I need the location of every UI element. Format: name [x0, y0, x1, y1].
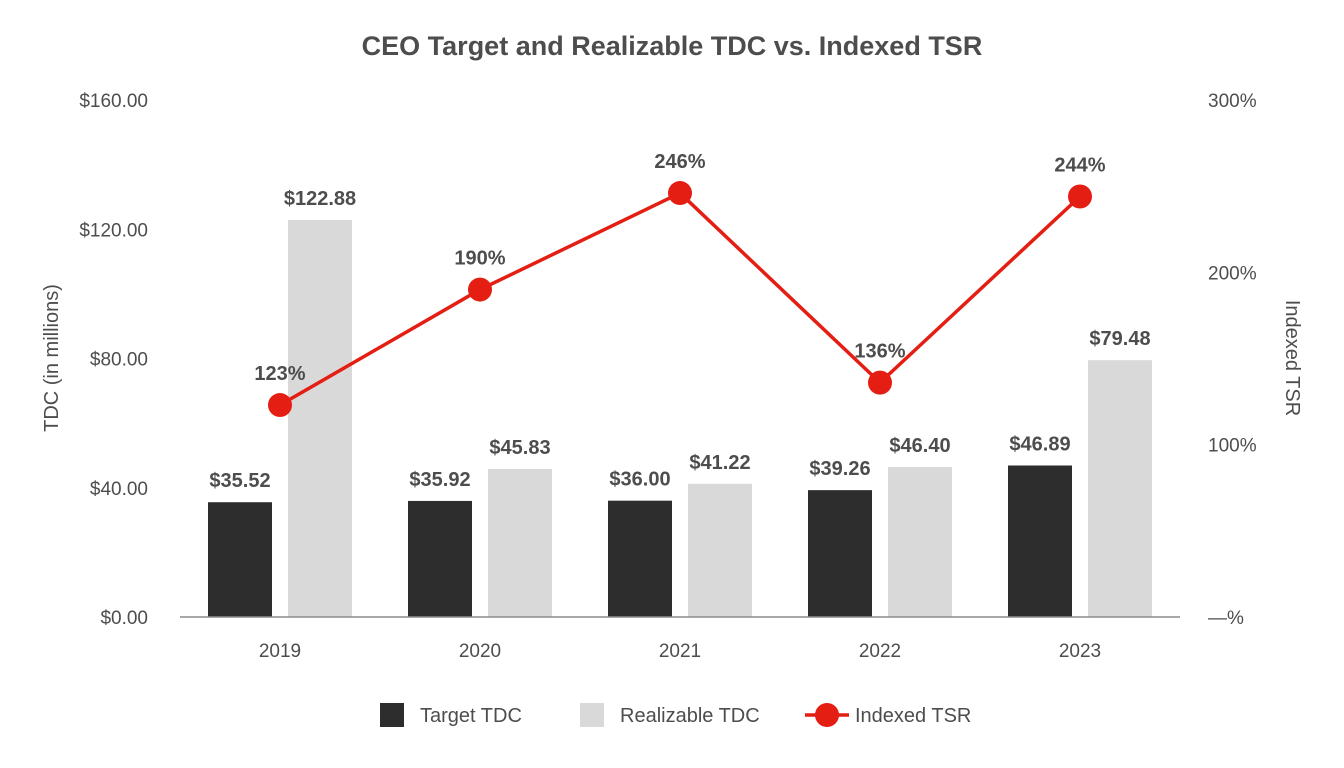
- y-tick-label-right: 300%: [1208, 91, 1257, 112]
- indexed-tsr-data-label: 190%: [454, 248, 505, 270]
- realizable-tdc-data-label: $79.48: [1089, 328, 1150, 350]
- indexed-tsr-data-label: 136%: [854, 341, 905, 363]
- indexed-tsr-line: 123% 190% 246% 136% 244%: [254, 151, 1106, 418]
- y-tick-label-right: —%: [1208, 608, 1244, 629]
- target-tdc-data-label: $35.92: [409, 469, 470, 491]
- legend-label-target-tdc: Target TDC: [420, 705, 522, 727]
- indexed-tsr-point: [268, 393, 292, 418]
- y-tick-label-left: $40.00: [90, 479, 148, 500]
- x-tick-label: 2022: [859, 641, 901, 662]
- realizable-tdc-data-label: $45.83: [489, 437, 550, 459]
- target-tdc-bar: [208, 502, 272, 617]
- indexed-tsr-point: [1068, 184, 1092, 209]
- legend-marker-indexed-tsr: [815, 703, 839, 727]
- y-tick-label-left: $80.00: [90, 350, 148, 371]
- legend-label-indexed-tsr: Indexed TSR: [855, 705, 971, 727]
- target-tdc-data-label: $39.26: [809, 458, 870, 480]
- x-tick-label: 2019: [259, 641, 301, 662]
- realizable-tdc-bar: [688, 483, 752, 617]
- realizable-tdc-data-label: $122.88: [284, 188, 356, 210]
- legend: Target TDC Realizable TDC Indexed TSR: [380, 703, 971, 727]
- y-axis-label-left: TDC (in millions): [41, 284, 63, 432]
- indexed-tsr-point: [668, 181, 692, 206]
- realizable-tdc-bar: [1088, 360, 1152, 617]
- legend-label-realizable-tdc: Realizable TDC: [620, 705, 760, 727]
- y-axis-left: $0.00 $40.00 $80.00 $120.00 $160.00: [79, 91, 148, 629]
- indexed-tsr-data-label: 246%: [654, 151, 705, 173]
- y-tick-label-right: 200%: [1208, 263, 1257, 284]
- y-tick-label-left: $160.00: [79, 91, 148, 112]
- y-axis-right: —% 100% 200% 300%: [1208, 91, 1257, 629]
- realizable-tdc-data-label: $46.40: [889, 435, 950, 457]
- y-tick-label-left: $0.00: [100, 608, 148, 629]
- indexed-tsr-point: [468, 277, 492, 302]
- x-axis: 2019 2020 2021 2022 2023: [259, 641, 1101, 662]
- realizable-tdc-data-label: $41.22: [689, 452, 750, 474]
- chart-title: CEO Target and Realizable TDC vs. Indexe…: [362, 31, 983, 61]
- bars: $35.52 $122.88 $35.92 $45.83 $36.00 $41.22 $39…: [208, 188, 1152, 617]
- y-tick-label-left: $120.00: [79, 220, 148, 241]
- indexed-tsr-point: [868, 370, 892, 395]
- indexed-tsr-series-line: [279, 191, 1082, 407]
- x-tick-label: 2021: [659, 641, 701, 662]
- target-tdc-data-label: $46.89: [1009, 433, 1070, 455]
- legend-swatch-target-tdc: [380, 703, 404, 727]
- target-tdc-bar: [608, 500, 672, 617]
- realizable-tdc-bar: [288, 219, 352, 617]
- target-tdc-data-label: $35.52: [209, 470, 270, 492]
- indexed-tsr-data-label: 123%: [254, 363, 305, 385]
- realizable-tdc-bar: [488, 468, 552, 617]
- target-tdc-bar: [1008, 465, 1072, 617]
- y-axis-label-right: Indexed TSR: [1281, 300, 1303, 416]
- target-tdc-data-label: $36.00: [609, 469, 670, 491]
- target-tdc-bar: [408, 500, 472, 617]
- y-tick-label-right: 100%: [1208, 436, 1257, 457]
- realizable-tdc-bar: [888, 467, 952, 617]
- legend-swatch-realizable-tdc: [580, 703, 604, 727]
- x-tick-label: 2023: [1059, 641, 1101, 662]
- indexed-tsr-data-label: 244%: [1054, 155, 1105, 177]
- target-tdc-bar: [808, 490, 872, 617]
- x-tick-label: 2020: [459, 641, 501, 662]
